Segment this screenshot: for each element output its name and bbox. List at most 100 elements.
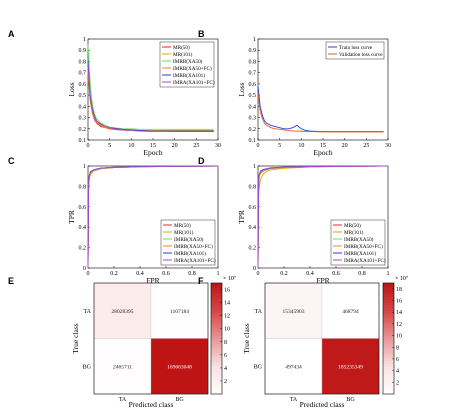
colorbar-tick-label: 2: [396, 380, 399, 386]
y-axis-label: True class: [242, 323, 251, 353]
legend-entry: MR(101): [174, 229, 194, 236]
series-line-5: [257, 165, 389, 269]
colorbar-step: [211, 360, 222, 364]
y-tick-label: 0.2: [249, 246, 257, 252]
colorbar-step: [211, 391, 222, 395]
y-tick-label: 1: [253, 164, 256, 170]
legend-entry: IMRA(XA101+FC): [344, 257, 386, 264]
x-tick-label: 0.4: [306, 271, 314, 277]
x-tick-label: 5: [108, 143, 111, 149]
colorbar-tick-label: 12: [224, 314, 230, 320]
y-category-label: TA: [83, 309, 91, 315]
y-tick-label: 0.6: [249, 82, 257, 88]
colorbar-step: [383, 296, 394, 300]
x-tick-label: 1: [217, 271, 220, 277]
colorbar-step: [211, 319, 222, 323]
colorbar-step: [383, 371, 394, 375]
colorbar-step: [383, 294, 394, 298]
y-tick-label: 0.9: [79, 48, 87, 54]
colorbar-step: [211, 321, 222, 325]
legend-entry: MR(50): [344, 222, 361, 229]
y-axis-label: True class: [71, 323, 80, 353]
colorbar-tick-label: 2: [224, 379, 227, 385]
colorbar-step: [383, 338, 394, 342]
colorbar-frame: [382, 282, 395, 395]
legend-entry: MR(50): [174, 222, 191, 229]
colorbar-tick-label: 16: [396, 299, 402, 305]
colorbar-multiplier: × 10⁷: [223, 276, 236, 282]
cell-value: 28028395: [112, 309, 134, 315]
y-tick-label: 0.2: [249, 127, 257, 133]
colorbar-step: [383, 291, 394, 295]
matrix-cell: [321, 282, 380, 339]
x-tick-label: 0.6: [332, 271, 340, 277]
colorbar-step: [383, 307, 394, 312]
cell-value: 169663048: [167, 364, 192, 370]
colorbar-step: [211, 332, 222, 337]
colorbar-step: [383, 344, 394, 348]
panel-C: C 0 0.2 0.4 0.6 0.8 1 0 0.2 0.4 0.6 0.8 1 FPR TPR MR(50…: [8, 156, 220, 285]
colorbar-step: [383, 388, 394, 392]
panel-label: B: [198, 29, 205, 39]
x-tick-label: 15: [320, 143, 326, 149]
series-line-5: [87, 65, 214, 133]
y-tick-label: 0.4: [79, 225, 87, 231]
legend-box: [160, 219, 216, 266]
panel-label: D: [198, 156, 205, 166]
x-tick-label: 25: [193, 143, 199, 149]
y-category-label: TA: [254, 309, 262, 315]
colorbar-step: [211, 341, 222, 345]
colorbar-step: [383, 283, 394, 287]
colorbar-step: [211, 310, 222, 314]
colorbar-step: [383, 313, 394, 317]
y-tick-label: 0.5: [249, 93, 257, 99]
colorbar-step: [383, 321, 394, 325]
colorbar-step: [383, 382, 394, 386]
legend-entry: MR(50): [173, 44, 190, 51]
colorbar-step: [383, 369, 394, 373]
colorbar-tick-label: 10: [224, 327, 230, 333]
x-tick-label: 20: [172, 143, 178, 149]
legend-entry: MR(101): [344, 229, 364, 236]
y-tick-label: 0.6: [249, 205, 257, 211]
x-axis-label: Epoch: [313, 148, 332, 157]
legend-entry: Train loss curve: [339, 45, 373, 51]
y-tick-label: 1: [83, 37, 86, 43]
colorbar-step: [211, 357, 222, 361]
colorbar-tick-label: 6: [396, 357, 399, 363]
x-tick-label: 30: [385, 143, 391, 149]
colorbar-step: [211, 283, 222, 287]
legend-entry: IMRB(XA50+FC): [173, 65, 212, 72]
x-tick-label: 15: [150, 143, 156, 149]
x-axis-label: Predicted class: [300, 400, 345, 408]
panel-D: D 0 0.2 0.4 0.6 0.8 1 0 0.2 0.4 0.6 0.8 1 FPR TPR MR(50…: [198, 156, 390, 285]
x-tick-label: 0: [87, 271, 90, 277]
colorbar-step: [211, 294, 222, 298]
legend-entry: IMRA(XA101+FC): [174, 257, 216, 264]
colorbar-step: [383, 377, 394, 381]
y-tick-label: 0.5: [79, 93, 87, 99]
legend-entry: IMRB(XA101): [174, 250, 206, 257]
colorbar-step: [383, 335, 394, 339]
colorbar-step: [383, 357, 394, 361]
colorbar-step: [383, 310, 394, 314]
x-tick-label: 0.4: [136, 271, 144, 277]
colorbar-step: [211, 344, 222, 348]
legend-entry: IMRB(XA50+FC): [174, 243, 213, 250]
x-axis-label: Epoch: [143, 148, 162, 157]
y-tick-label: 0.7: [249, 71, 257, 77]
y-tick-label: 0.2: [79, 127, 87, 133]
colorbar-tick-label: 4: [224, 366, 227, 372]
colorbar-step: [211, 324, 222, 328]
colorbar-step: [383, 352, 394, 356]
x-tick-label: 0.8: [188, 271, 196, 277]
y-tick-label: 0.8: [79, 59, 87, 65]
colorbar-step: [211, 338, 222, 342]
panel-label: C: [8, 156, 15, 166]
panel-A: A 0 5 10 15 20 25 30 0.1 0.2 0.3 0.4 0.5 0.6 0.7 0.8 0.9…: [8, 29, 221, 157]
colorbar-tick-label: 4: [396, 369, 399, 375]
colorbar-tick-label: 14: [224, 301, 230, 307]
legend-entry: IMRB(XA50+FC): [344, 243, 383, 250]
y-tick-label: 0.4: [249, 104, 257, 110]
